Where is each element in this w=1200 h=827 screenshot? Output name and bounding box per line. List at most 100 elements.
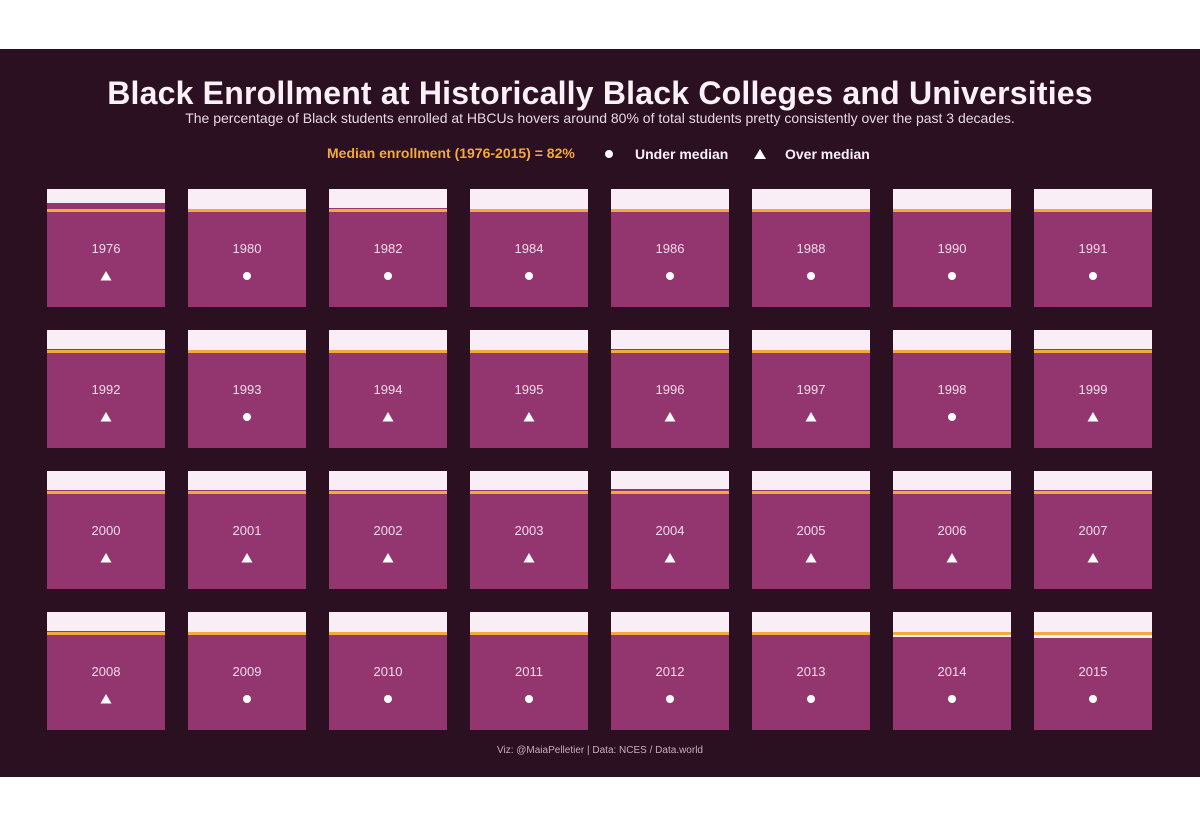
triangle-icon bbox=[382, 553, 394, 563]
tile-fill bbox=[611, 633, 729, 730]
tile-year-label: 1986 bbox=[655, 241, 685, 256]
tile-fill bbox=[611, 209, 729, 307]
tile-fill bbox=[47, 490, 165, 589]
median-line bbox=[611, 209, 729, 212]
over-median-marker bbox=[946, 553, 958, 563]
tile-2006: 2006 bbox=[893, 471, 1011, 589]
median-line bbox=[1034, 350, 1152, 353]
median-line bbox=[329, 209, 447, 212]
tile-1999: 1999 bbox=[1034, 330, 1152, 448]
tile-2000: 2000 bbox=[47, 471, 165, 589]
median-line bbox=[470, 350, 588, 353]
tile-1994: 1994 bbox=[329, 330, 447, 448]
tile-fill bbox=[893, 637, 1011, 730]
tile-2010: 2010 bbox=[329, 612, 447, 730]
circle-icon bbox=[243, 272, 251, 280]
tile-fill bbox=[1034, 490, 1152, 589]
tile-year-label: 1992 bbox=[91, 382, 121, 397]
circle-icon bbox=[605, 150, 613, 158]
under-median-marker bbox=[666, 695, 674, 703]
tile-2012: 2012 bbox=[611, 612, 729, 730]
tile-year-label: 2015 bbox=[1078, 664, 1108, 679]
tile-year-label: 1990 bbox=[937, 241, 967, 256]
tile-2009: 2009 bbox=[188, 612, 306, 730]
tile-1980: 1980 bbox=[188, 189, 306, 307]
triangle-icon bbox=[100, 694, 112, 704]
under-median-marker bbox=[384, 272, 392, 280]
triangle-icon bbox=[805, 412, 817, 422]
under-median-marker bbox=[525, 272, 533, 280]
tile-year-label: 2002 bbox=[373, 523, 403, 538]
under-median-marker bbox=[525, 695, 533, 703]
median-line bbox=[47, 350, 165, 353]
over-median-marker bbox=[523, 412, 535, 422]
over-median-marker bbox=[664, 553, 676, 563]
triangle-icon bbox=[382, 412, 394, 422]
tile-year-label: 2001 bbox=[232, 523, 262, 538]
triangle-icon bbox=[664, 412, 676, 422]
triangle-icon bbox=[805, 553, 817, 563]
tile-fill bbox=[329, 490, 447, 589]
tile-year-label: 1980 bbox=[232, 241, 262, 256]
under-median-marker bbox=[948, 695, 956, 703]
under-median-marker bbox=[948, 272, 956, 280]
tile-year-label: 2010 bbox=[373, 664, 403, 679]
tile-2015: 2015 bbox=[1034, 612, 1152, 730]
tile-1986: 1986 bbox=[611, 189, 729, 307]
over-median-marker bbox=[241, 553, 253, 563]
triangle-icon bbox=[664, 553, 676, 563]
tile-year-label: 1999 bbox=[1078, 382, 1108, 397]
circle-icon bbox=[807, 272, 815, 280]
tile-fill bbox=[1034, 349, 1152, 448]
tile-year-label: 1995 bbox=[514, 382, 544, 397]
triangle-icon bbox=[754, 149, 766, 159]
tile-fill bbox=[329, 207, 447, 307]
median-line bbox=[893, 632, 1011, 635]
tile-year-label: 2009 bbox=[232, 664, 262, 679]
median-line bbox=[611, 491, 729, 494]
tile-1992: 1992 bbox=[47, 330, 165, 448]
tile-2001: 2001 bbox=[188, 471, 306, 589]
over-median-marker bbox=[1087, 553, 1099, 563]
tile-year-label: 1996 bbox=[655, 382, 685, 397]
median-line bbox=[1034, 491, 1152, 494]
legend-median-label: Median enrollment (1976-2015) = 82% bbox=[327, 145, 575, 161]
tile-fill bbox=[470, 632, 588, 730]
tile-fill bbox=[893, 490, 1011, 589]
circle-icon bbox=[666, 695, 674, 703]
tile-year-label: 1997 bbox=[796, 382, 826, 397]
tile-fill bbox=[188, 490, 306, 589]
median-line bbox=[329, 491, 447, 494]
median-line bbox=[752, 632, 870, 635]
tile-fill bbox=[893, 350, 1011, 448]
circle-icon bbox=[807, 695, 815, 703]
under-median-marker bbox=[243, 695, 251, 703]
triangle-icon bbox=[100, 553, 112, 563]
credit: Viz: @MaiaPelletier | Data: NCES / Data.… bbox=[497, 745, 703, 756]
triangle-icon bbox=[1087, 412, 1099, 422]
tile-year-label: 2007 bbox=[1078, 523, 1108, 538]
circle-icon bbox=[948, 695, 956, 703]
triangle-icon bbox=[100, 271, 112, 281]
median-line bbox=[329, 632, 447, 635]
tile-year-label: 2014 bbox=[937, 664, 967, 679]
tile-1976: 1976 bbox=[47, 189, 165, 307]
circle-icon bbox=[384, 272, 392, 280]
under-median-marker bbox=[948, 413, 956, 421]
tile-2007: 2007 bbox=[1034, 471, 1152, 589]
median-line bbox=[893, 350, 1011, 353]
over-median-marker bbox=[1087, 412, 1099, 422]
tile-fill bbox=[47, 203, 165, 307]
tile-year-label: 1991 bbox=[1078, 241, 1108, 256]
tile-fill bbox=[611, 488, 729, 589]
tile-2008: 2008 bbox=[47, 612, 165, 730]
over-median-marker bbox=[100, 694, 112, 704]
median-line bbox=[752, 209, 870, 212]
median-line bbox=[188, 209, 306, 212]
circle-icon bbox=[948, 272, 956, 280]
median-line bbox=[611, 632, 729, 635]
tile-fill bbox=[188, 350, 306, 448]
triangle-icon bbox=[1087, 553, 1099, 563]
tile-year-label: 2013 bbox=[796, 664, 826, 679]
tile-year-label: 1998 bbox=[937, 382, 967, 397]
